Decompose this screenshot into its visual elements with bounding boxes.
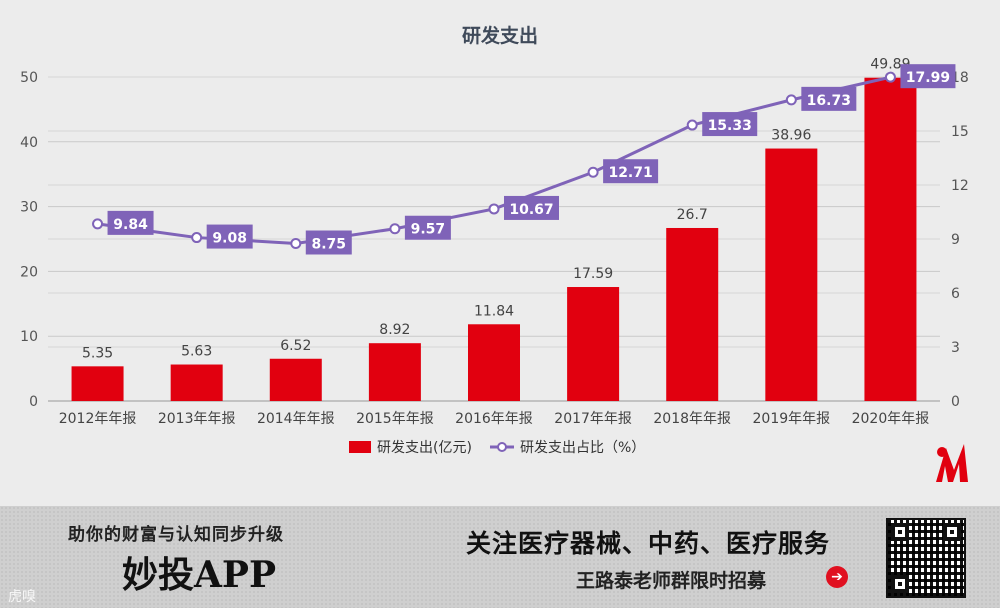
line-data-label-bg	[702, 112, 758, 137]
line-data-label: 9.84	[113, 217, 148, 233]
y-right-tick-label: 0	[951, 394, 960, 410]
line-data-label-bg	[206, 224, 253, 249]
promo-brand[interactable]: 妙投APP	[122, 554, 277, 596]
line-point	[587, 166, 599, 178]
line-point	[686, 119, 698, 131]
y-right-tick-label: 15	[951, 124, 969, 140]
bar-data-label: 5.35	[82, 345, 113, 361]
bar	[468, 324, 520, 401]
x-tick-label: 2014年年报	[257, 411, 335, 427]
chart-title: 研发支出	[462, 24, 538, 47]
line-data-label-bg	[900, 64, 956, 89]
line-data-label: 8.75	[312, 237, 347, 253]
bar	[170, 364, 223, 401]
bar	[864, 77, 917, 401]
legend-label-bar: 研发支出(亿元)	[377, 440, 472, 456]
bar	[765, 148, 818, 401]
chart-svg: 0 10 20 30 40 50 0 3 6 9 12 15 18 2012年年报 2013年年报 2014年…	[20, 24, 969, 482]
line-data-label-bg	[504, 195, 559, 220]
bar-data-label: 26.7	[677, 207, 708, 223]
line-data-label: 15.33	[708, 118, 752, 134]
y-right-tick-label: 6	[951, 286, 960, 302]
line-point	[785, 94, 797, 106]
promo-headline: 关注医疗器械、中药、医疗服务	[466, 529, 831, 558]
y-left-tick-label: 50	[20, 70, 38, 86]
recruit-link[interactable]: 王路泰老师群限时招募	[576, 570, 767, 592]
x-tick-label: 2016年年报	[455, 411, 533, 427]
y-right-tick-label: 9	[951, 232, 960, 248]
line-data-label-bg	[107, 210, 154, 235]
line-data-label-bg	[305, 230, 352, 255]
qr-code[interactable]	[886, 518, 966, 598]
y-left-tick-label: 0	[29, 394, 38, 410]
line-point	[884, 71, 896, 83]
promo-slogan: 助你的财富与认知同步升级	[68, 525, 284, 545]
bar	[666, 227, 719, 401]
y-right-tick-label: 3	[951, 340, 960, 356]
line-data-label: 9.08	[212, 231, 247, 247]
promo-footer: 助你的财富与认知同步升级 妙投APP 虎嗅 关注医疗器械、中药、医疗服务 王路泰…	[0, 506, 1000, 608]
x-tick-label: 2018年年报	[653, 411, 731, 427]
bar	[269, 358, 322, 401]
line-data-label: 9.57	[411, 222, 446, 238]
line-data-label: 12.71	[608, 165, 652, 181]
y-left-tick-label: 10	[20, 329, 38, 345]
legend-swatch-bar	[349, 441, 371, 453]
y-right-tick-label: 12	[951, 178, 969, 194]
y-left-tick-label: 20	[20, 264, 38, 280]
watermark-text: 虎嗅	[8, 589, 36, 605]
x-tick-label: 2020年年报	[852, 411, 930, 427]
line-data-label: 16.73	[807, 93, 851, 109]
line-point	[191, 232, 203, 244]
bar-data-label: 5.63	[181, 344, 212, 360]
arrow-right-icon[interactable]: ➔	[826, 566, 848, 588]
line-point	[488, 203, 500, 215]
bar-data-label: 11.84	[474, 303, 514, 319]
x-tick-label: 2013年年报	[158, 411, 236, 427]
x-tick-label: 2017年年报	[554, 411, 632, 427]
x-tick-label: 2012年年报	[59, 411, 137, 427]
legend-label-line: 研发支出占比（%）	[520, 440, 645, 456]
bar-data-label: 17.59	[573, 266, 613, 282]
line-point	[92, 218, 104, 230]
legend-swatch-marker	[497, 442, 507, 452]
line-point	[290, 238, 302, 249]
line-point	[389, 223, 401, 235]
line-data-label-bg	[603, 159, 659, 184]
line-data-label-bg	[801, 86, 857, 111]
x-tick-label: 2015年年报	[356, 411, 434, 427]
x-tick-label: 2019年年报	[753, 411, 831, 427]
line-data-label: 17.99	[906, 70, 950, 86]
bar-data-label: 38.96	[771, 128, 811, 144]
y-left-tick-label: 30	[20, 200, 38, 216]
line-data-label-bg	[404, 215, 451, 240]
bar-data-label: 8.92	[379, 322, 410, 338]
y-right-tick-label: 18	[951, 70, 969, 86]
y-left-tick-label: 40	[20, 135, 38, 151]
bar-data-label: 6.52	[280, 338, 311, 354]
m-logo-icon	[936, 444, 968, 482]
chart: 0 10 20 30 40 50 0 3 6 9 12 15 18 2012年年报 2013年年报 2014年…	[20, 24, 969, 482]
bar	[368, 343, 421, 401]
bar	[71, 366, 124, 401]
line-data-label: 10.67	[509, 202, 553, 218]
bar	[567, 287, 620, 401]
